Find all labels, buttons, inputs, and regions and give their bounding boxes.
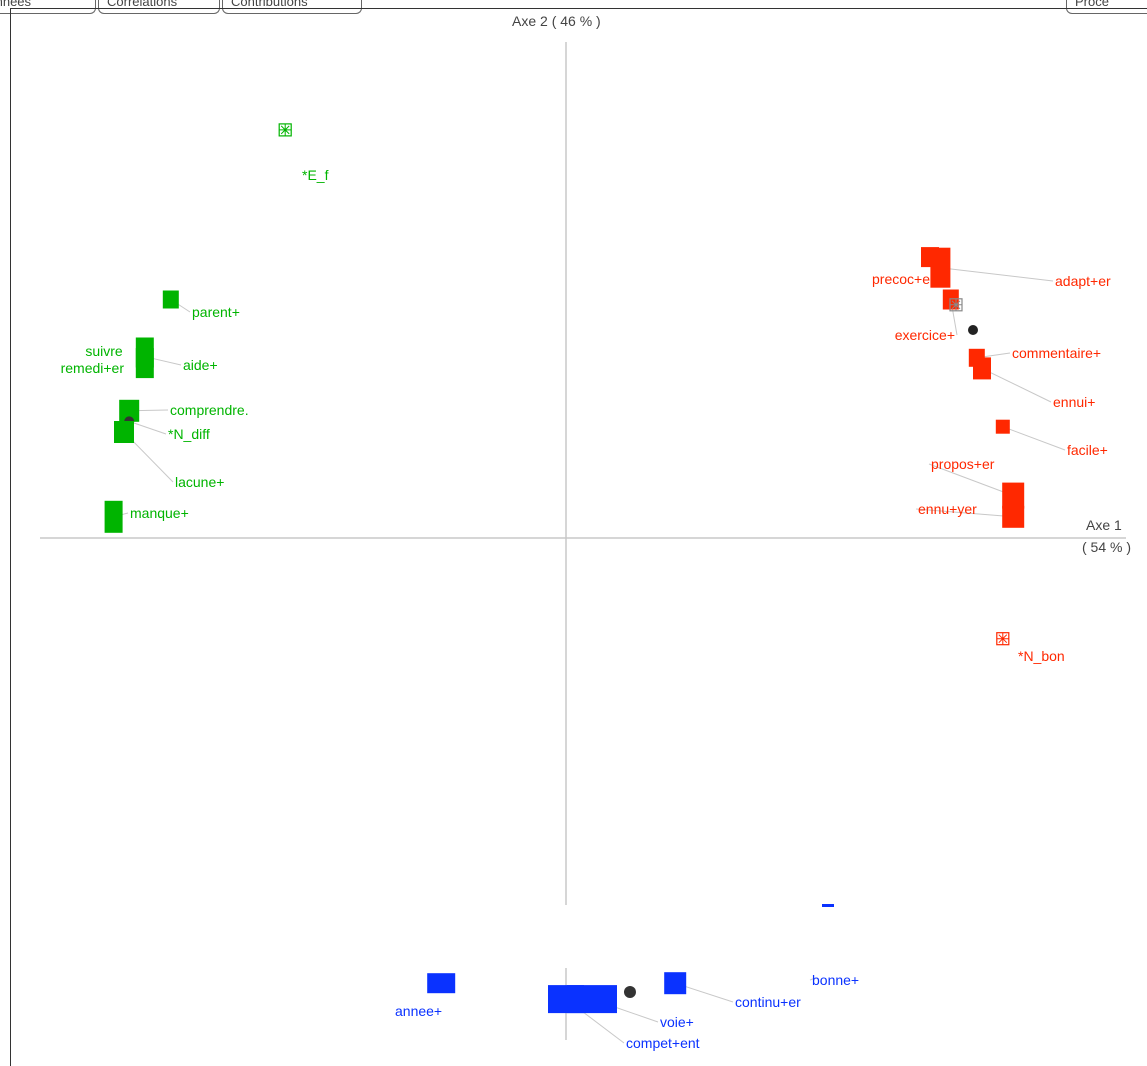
red-adapt-er-1-label: adapt+er xyxy=(1055,273,1111,289)
green-suivre-2-label: suivre xyxy=(85,343,123,359)
plot-frame xyxy=(10,8,1147,1066)
red-ennu-yer-8-leader xyxy=(915,508,1014,518)
red-facile-6-label: facile+ xyxy=(1067,442,1108,458)
red-centroid-ball xyxy=(968,325,978,335)
green-remedi-er-3-marker xyxy=(135,348,154,379)
blue-compet-ent-2-marker xyxy=(548,985,584,1014)
blue-edge-marker xyxy=(822,904,834,907)
tab-contributions[interactable]: Contributions xyxy=(222,0,362,14)
green-aide-4-leader xyxy=(149,357,182,366)
blue-continu-er-3-label: continu+er xyxy=(735,994,801,1010)
tab-procedure[interactable]: Proce xyxy=(1066,0,1147,14)
red-adapt-er-1-marker xyxy=(930,247,951,288)
blue-bonne-4-leader xyxy=(809,977,816,981)
red-ennui-5-label: ennui+ xyxy=(1053,394,1095,410)
green-e-f-0-label: *E_f xyxy=(302,167,329,183)
tab-correlations-label: Corrélations xyxy=(107,0,178,9)
blue-continu-er-3-marker xyxy=(664,972,687,995)
red-propos-er-7-label: propos+er xyxy=(931,456,995,472)
green-manque-8-label: manque+ xyxy=(130,505,189,521)
red-ennu-yer-8-marker xyxy=(1002,505,1025,528)
red-exercice-2-label: exercice+ xyxy=(895,327,955,343)
x-axis-label: Axe 1 xyxy=(1086,517,1122,533)
red-propos-er-7-marker xyxy=(1002,482,1025,509)
blue-centroid-ball xyxy=(624,986,636,998)
red-n-bon-9-marker-cross xyxy=(996,632,1009,645)
x-axis-label-pct: ( 54 % ) xyxy=(1082,539,1131,555)
tab-donnees[interactable]: Données xyxy=(0,0,96,14)
tab-correlations[interactable]: Corrélations xyxy=(98,0,220,14)
green-comprendre-5-label: comprendre. xyxy=(170,402,249,418)
green-parent-1-label: parent+ xyxy=(192,304,240,320)
tab-donnees-label: Données xyxy=(0,0,32,9)
blue-annee-0-label: annee+ xyxy=(395,1003,442,1019)
red-n-bon-9-label: *N_bon xyxy=(1018,648,1065,664)
green-comprendre-5-marker xyxy=(119,399,140,422)
green-e-f-0-marker-cross xyxy=(279,123,292,136)
green-manque-8-marker xyxy=(104,500,123,533)
green-lacune-7-label: lacune+ xyxy=(175,474,224,490)
green-remedi-er-3-label: remedi+er xyxy=(61,360,125,376)
green-n-diff-6-leader xyxy=(129,420,167,435)
blue-compet-ent-2-label: compet+ent xyxy=(626,1035,700,1051)
tab-contributions-label: Contributions xyxy=(231,0,308,9)
red-ennui-5-leader xyxy=(981,367,1052,403)
red-n-bon-3-marker-cross xyxy=(950,298,962,311)
blue-voie-1-label: voie+ xyxy=(660,1014,694,1030)
green-n-diff-6-label: *N_diff xyxy=(168,426,210,442)
green-aide-4-label: aide+ xyxy=(183,357,218,373)
red-facile-6-marker xyxy=(995,419,1010,434)
red-precoc-e-0-label: precoc+e xyxy=(872,271,930,287)
green-parent-1-marker xyxy=(162,290,179,309)
tab-strip: Données Corrélations Contributions Proce xyxy=(0,0,1147,18)
green-lacune-7-marker xyxy=(114,421,134,443)
tab-procedure-label: Proce xyxy=(1075,0,1109,9)
red-ennui-5-marker xyxy=(973,357,991,380)
red-facile-6-leader xyxy=(1002,426,1066,451)
red-adapt-er-1-leader xyxy=(940,267,1054,282)
blue-annee-0-marker xyxy=(427,973,456,994)
red-ennu-yer-8-label: ennu+yer xyxy=(918,501,977,517)
blue-bonne-4-label: bonne+ xyxy=(812,972,859,988)
y-axis-label: Axe 2 ( 46 % ) xyxy=(512,13,601,29)
red-commentaire-4-label: commentaire+ xyxy=(1012,345,1101,361)
red-propos-er-7-leader xyxy=(928,463,1014,497)
